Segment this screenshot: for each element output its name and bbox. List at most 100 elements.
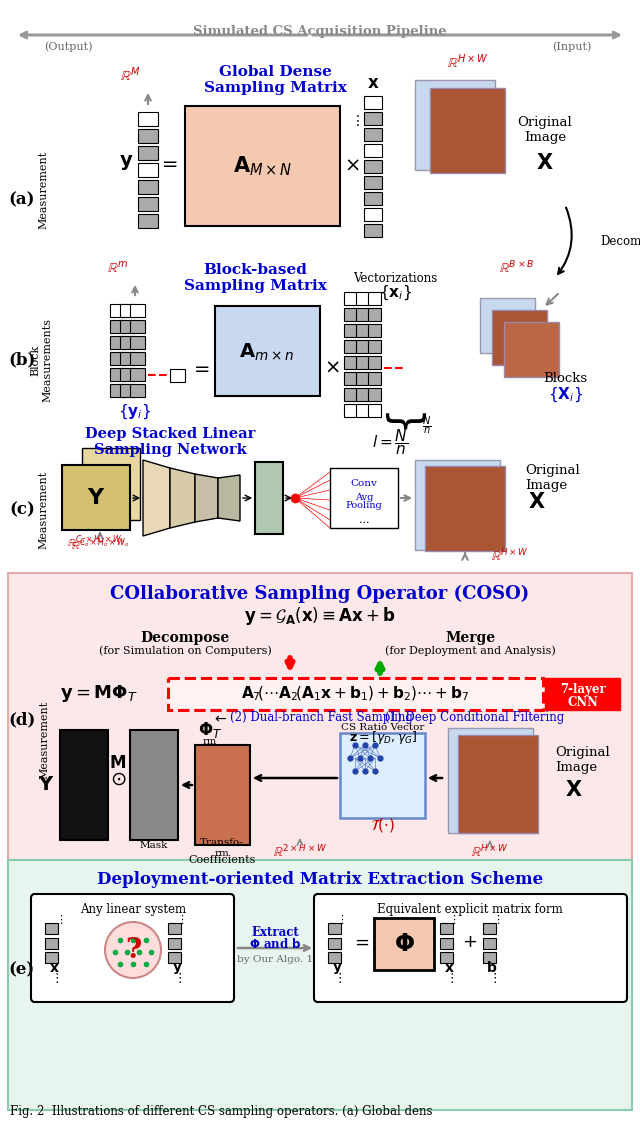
Polygon shape	[195, 474, 218, 522]
Bar	[364, 128, 382, 141]
Bar	[344, 308, 357, 321]
Bar	[415, 460, 500, 550]
Text: $\mathbf{z}=[\gamma_D,\gamma_G]$: $\mathbf{z}=[\gamma_D,\gamma_G]$	[349, 729, 417, 747]
Bar	[215, 306, 320, 396]
Bar	[130, 319, 145, 333]
Bar	[60, 730, 108, 840]
Bar	[120, 304, 135, 317]
Text: $\vdots$: $\vdots$	[173, 971, 182, 986]
Bar	[138, 214, 158, 228]
Bar	[130, 368, 145, 381]
Bar	[328, 938, 341, 950]
Text: $\mathbf{Y}$: $\mathbf{Y}$	[38, 776, 54, 794]
Text: $\mathbb{R}^{H\times W}$: $\mathbb{R}^{H\times W}$	[471, 844, 509, 861]
Bar	[368, 372, 381, 385]
Bar	[45, 938, 58, 950]
Bar	[368, 340, 381, 353]
Text: Measurement: Measurement	[38, 151, 48, 229]
Bar	[168, 678, 543, 710]
Bar	[430, 88, 505, 173]
Text: (b): (b)	[8, 351, 36, 369]
Bar	[138, 112, 158, 126]
Text: $\vdots$: $\vdots$	[49, 971, 58, 986]
Bar	[344, 372, 357, 385]
Bar	[340, 734, 425, 818]
Text: $\frac{N}{n}$: $\frac{N}{n}$	[422, 414, 431, 438]
Text: $\mathbf{M}$: $\mathbf{M}$	[109, 756, 127, 773]
Text: (2) Dual-branch Fast Sampling: (2) Dual-branch Fast Sampling	[230, 711, 413, 724]
Bar	[492, 310, 547, 364]
Text: Global Dense: Global Dense	[219, 65, 332, 79]
Bar	[8, 573, 632, 1032]
Polygon shape	[170, 468, 195, 528]
Bar	[356, 388, 369, 400]
Text: $\mathbf{x}$: $\mathbf{x}$	[49, 961, 60, 975]
Text: $\{\mathbf{X}_i\}$: $\{\mathbf{X}_i\}$	[548, 386, 582, 404]
Bar	[120, 336, 135, 349]
Text: Measurements: Measurements	[42, 318, 52, 402]
Text: Merge: Merge	[445, 631, 495, 645]
Bar	[138, 197, 158, 212]
Bar	[344, 388, 357, 400]
Bar	[130, 336, 145, 349]
Bar	[344, 292, 357, 305]
Bar	[368, 324, 381, 338]
Text: $\mathbb{R}^M$: $\mathbb{R}^M$	[120, 65, 140, 84]
Text: (for Deployment and Analysis): (for Deployment and Analysis)	[385, 646, 556, 656]
Text: ?: ?	[125, 936, 141, 963]
Bar	[120, 368, 135, 381]
Bar	[425, 466, 505, 551]
Text: $\vdots$: $\vdots$	[488, 971, 497, 986]
Text: Transfo-
rm: Transfo- rm	[200, 838, 244, 857]
Text: Any linear system: Any linear system	[80, 903, 186, 917]
Bar	[480, 298, 535, 353]
Bar	[120, 384, 135, 397]
Text: Simulated CS Acquisition Pipeline: Simulated CS Acquisition Pipeline	[193, 26, 447, 38]
Bar	[120, 352, 135, 364]
Bar	[138, 180, 158, 193]
Text: $\mathbb{R}^m$: $\mathbb{R}^m$	[108, 260, 129, 276]
Text: Deployment-oriented Matrix Extraction Scheme: Deployment-oriented Matrix Extraction Sc…	[97, 871, 543, 888]
Bar	[356, 372, 369, 385]
Bar	[504, 322, 559, 377]
Text: Sampling Matrix: Sampling Matrix	[184, 279, 326, 292]
Text: $\mathbb{R}^{C_o\times H_o\times W_o}$: $\mathbb{R}^{C_o\times H_o\times W_o}$	[71, 537, 129, 554]
Text: Original
Image: Original Image	[518, 116, 572, 144]
Text: Measurement: Measurement	[38, 471, 48, 549]
Bar	[440, 922, 453, 934]
Bar	[62, 465, 130, 530]
Bar	[364, 96, 382, 109]
Bar	[168, 922, 181, 934]
Text: $\vdots$: $\vdots$	[448, 914, 456, 927]
Text: $\mathbf{\Phi}_T$: $\mathbf{\Phi}_T$	[198, 720, 222, 740]
Text: rm: rm	[203, 738, 217, 747]
Bar	[356, 404, 369, 417]
Bar	[45, 952, 58, 963]
Bar	[364, 176, 382, 189]
Text: $\mathbf{A}_7\!\left(\cdots\mathbf{A}_2\!\left(\mathbf{A}_1\mathbf{x}+\mathbf{b}: $\mathbf{A}_7\!\left(\cdots\mathbf{A}_2\…	[241, 685, 469, 703]
Text: $\mathbb{R}^{H\times W}$: $\mathbb{R}^{H\times W}$	[491, 548, 529, 565]
Bar	[356, 292, 369, 305]
Bar	[364, 208, 382, 220]
Circle shape	[105, 922, 161, 978]
Bar	[130, 730, 178, 840]
Bar	[110, 352, 125, 364]
Bar	[168, 938, 181, 950]
Polygon shape	[82, 448, 140, 520]
Bar	[368, 404, 381, 417]
Text: $\mathbb{R}^{2\times H\times W}$: $\mathbb{R}^{2\times H\times W}$	[273, 844, 327, 861]
FancyBboxPatch shape	[314, 894, 627, 1002]
Text: Decompose: Decompose	[140, 631, 230, 645]
Text: (1) Deep Conditional Filtering: (1) Deep Conditional Filtering	[385, 711, 564, 724]
Bar	[45, 922, 58, 934]
Bar	[330, 468, 398, 528]
Text: $\mathbf{y}$: $\mathbf{y}$	[332, 961, 342, 975]
Text: $l=\dfrac{N}{n}$: $l=\dfrac{N}{n}$	[372, 428, 408, 457]
Bar	[483, 938, 496, 950]
Bar	[130, 304, 145, 317]
Bar	[8, 860, 632, 1110]
Text: $\mathbf{y}=\mathcal{G}_{\mathbf{A}}(\mathbf{x})\equiv\mathbf{A}\mathbf{x}+\math: $\mathbf{y}=\mathcal{G}_{\mathbf{A}}(\ma…	[244, 605, 396, 627]
Text: Measurement: Measurement	[39, 701, 49, 780]
Text: $\mathbb{R}^{H\times W}$: $\mathbb{R}^{H\times W}$	[447, 53, 489, 71]
Text: $\odot$: $\odot$	[109, 771, 126, 789]
